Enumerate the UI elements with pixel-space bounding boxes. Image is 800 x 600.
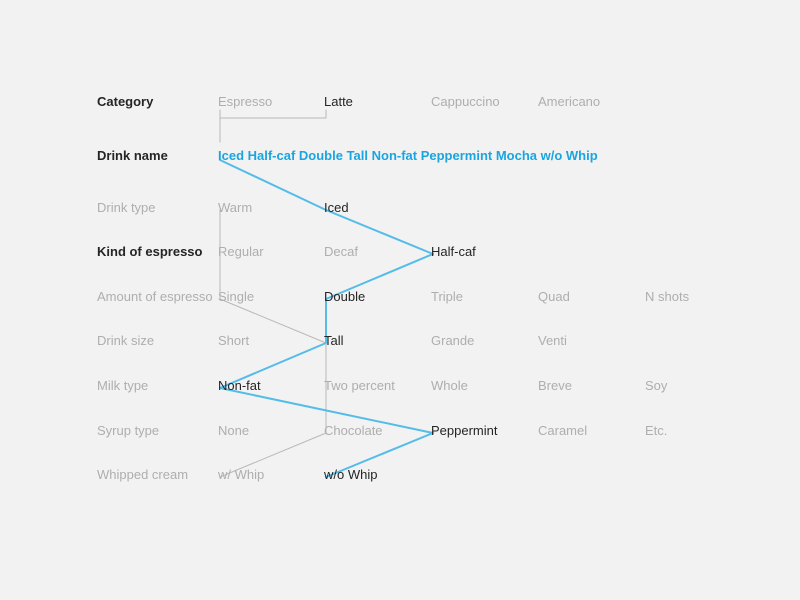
row-label-whip: Whipped cream bbox=[97, 467, 188, 483]
row-label-type: Drink type bbox=[97, 200, 156, 216]
opt-milk-1[interactable]: Two percent bbox=[324, 378, 395, 394]
opt-syrup-4[interactable]: Etc. bbox=[645, 423, 667, 439]
opt-milk-2[interactable]: Whole bbox=[431, 378, 468, 394]
opt-size-0[interactable]: Short bbox=[218, 333, 249, 349]
opt-syrup-0[interactable]: None bbox=[218, 423, 249, 439]
opt-amount-2[interactable]: Triple bbox=[431, 289, 463, 305]
opt-milk-4[interactable]: Soy bbox=[645, 378, 667, 394]
opt-size-3[interactable]: Venti bbox=[538, 333, 567, 349]
opt-amount-0[interactable]: Single bbox=[218, 289, 254, 305]
opt-amount-3[interactable]: Quad bbox=[538, 289, 570, 305]
opt-size-1[interactable]: Tall bbox=[324, 333, 344, 349]
row-label-amount: Amount of espresso bbox=[97, 289, 213, 305]
opt-syrup-1[interactable]: Chocolate bbox=[324, 423, 383, 439]
opt-category-1[interactable]: Latte bbox=[324, 94, 353, 110]
opt-espresso-2[interactable]: Half-caf bbox=[431, 244, 476, 260]
opt-syrup-3[interactable]: Caramel bbox=[538, 423, 587, 439]
opt-whip-1[interactable]: w/o Whip bbox=[324, 467, 377, 483]
opt-milk-0[interactable]: Non-fat bbox=[218, 378, 261, 394]
row-label-milk: Milk type bbox=[97, 378, 148, 394]
opt-amount-1[interactable]: Double bbox=[324, 289, 365, 305]
opt-espresso-0[interactable]: Regular bbox=[218, 244, 264, 260]
opt-category-2[interactable]: Cappuccino bbox=[431, 94, 500, 110]
row-label-size: Drink size bbox=[97, 333, 154, 349]
opt-type-0[interactable]: Warm bbox=[218, 200, 252, 216]
opt-type-1[interactable]: Iced bbox=[324, 200, 349, 216]
opt-amount-4[interactable]: N shots bbox=[645, 289, 689, 305]
opt-size-2[interactable]: Grande bbox=[431, 333, 474, 349]
row-label-espresso: Kind of espresso bbox=[97, 244, 202, 260]
opt-milk-3[interactable]: Breve bbox=[538, 378, 572, 394]
row-label-drinkname: Drink name bbox=[97, 148, 168, 164]
row-label-category: Category bbox=[97, 94, 153, 110]
opt-category-3[interactable]: Americano bbox=[538, 94, 600, 110]
drink-name: Iced Half-caf Double Tall Non-fat Pepper… bbox=[218, 148, 598, 164]
opt-category-0[interactable]: Espresso bbox=[218, 94, 272, 110]
opt-espresso-1[interactable]: Decaf bbox=[324, 244, 358, 260]
row-label-syrup: Syrup type bbox=[97, 423, 159, 439]
opt-syrup-2[interactable]: Peppermint bbox=[431, 423, 497, 439]
opt-whip-0[interactable]: w/ Whip bbox=[218, 467, 264, 483]
